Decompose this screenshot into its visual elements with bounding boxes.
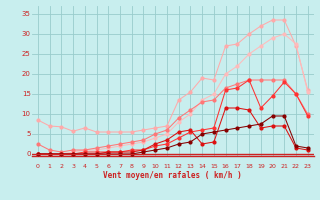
X-axis label: Vent moyen/en rafales ( km/h ): Vent moyen/en rafales ( km/h ) (103, 171, 242, 180)
